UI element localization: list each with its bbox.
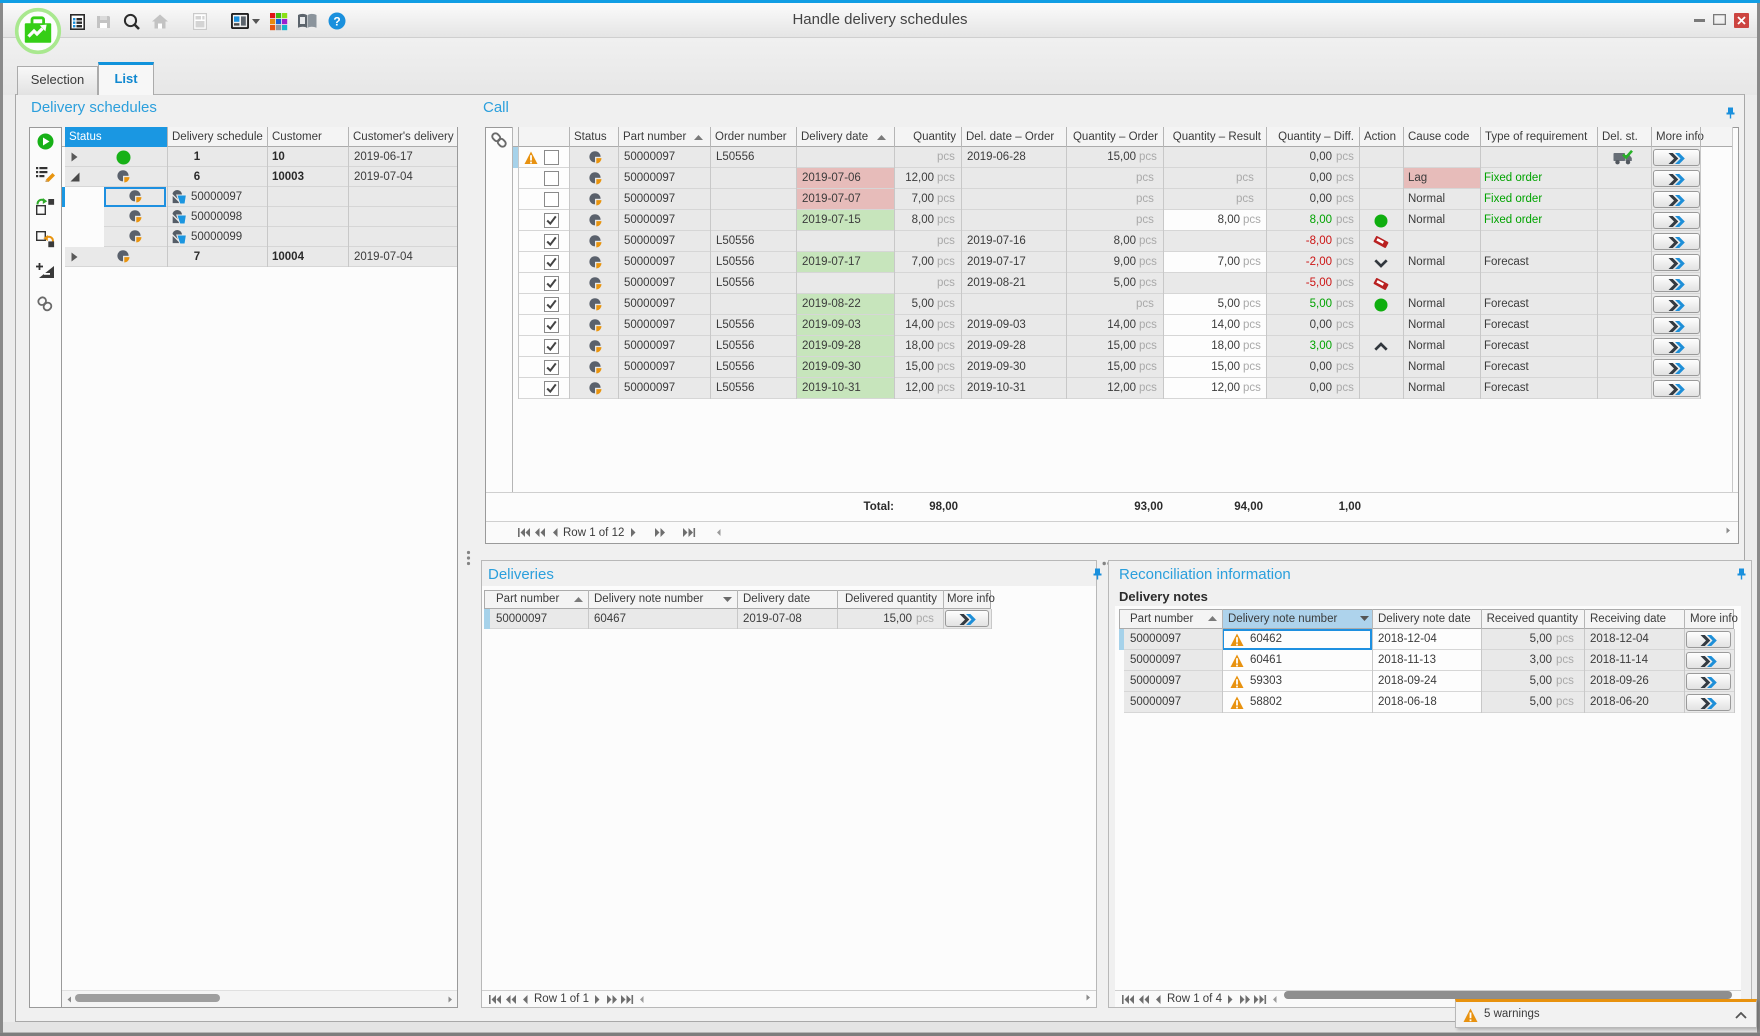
- svg-text:?: ?: [333, 15, 340, 29]
